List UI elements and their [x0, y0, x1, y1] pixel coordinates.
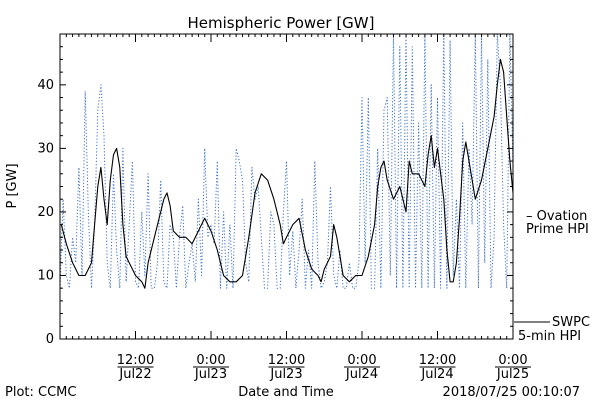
- x-tick-label-time: 12:00: [419, 353, 456, 368]
- y-tick-label: 40: [37, 78, 54, 93]
- y-tick-label: 20: [37, 205, 54, 220]
- y-tick-label: 10: [37, 268, 54, 283]
- x-tick-label-time: 0:00: [347, 353, 376, 368]
- x-tick-label-time: 12:00: [117, 353, 154, 368]
- legend-swpc-line1: SWPC: [552, 315, 590, 330]
- legend-ovation-line2: Prime HPI: [526, 222, 589, 237]
- y-tick-label: 0: [46, 332, 54, 347]
- legend-ovation-line1: – Ovation: [526, 209, 587, 224]
- x-tick-label-date: Jul24: [345, 367, 378, 382]
- x-tick-label-date: Jul23: [194, 367, 227, 382]
- x-tick-label-date: Jul22: [118, 367, 151, 382]
- x-tick-label-date: Jul24: [420, 367, 453, 382]
- plot-credit: Plot: CCMC: [5, 385, 76, 400]
- x-axis: 12:00Jul220:00Jul2312:00Jul230:00Jul2412…: [59, 34, 531, 382]
- x-tick-label-date: Jul23: [269, 367, 302, 382]
- x-tick-label-time: 12:00: [268, 353, 305, 368]
- plot-timestamp: 2018/07/25 00:10:07: [443, 385, 580, 400]
- chart-title: Hemispheric Power [GW]: [188, 14, 375, 32]
- legend-swpc-line2: 5-min HPI: [518, 329, 581, 344]
- x-tick-label-time: 0:00: [196, 353, 225, 368]
- plot-frame: [59, 33, 514, 340]
- series-line-swpc: [60, 58, 514, 289]
- y-axis: 0 10 20 30 40: [37, 33, 513, 347]
- x-tick-label-date: Jul25: [496, 367, 529, 382]
- data-layer: [59, 33, 514, 289]
- series-line-ovation: [59, 33, 514, 289]
- y-axis-label: P [GW]: [5, 163, 20, 208]
- x-tick-label-time: 0:00: [498, 353, 527, 368]
- y-tick-label: 30: [37, 141, 54, 156]
- x-axis-label: Date and Time: [238, 385, 334, 400]
